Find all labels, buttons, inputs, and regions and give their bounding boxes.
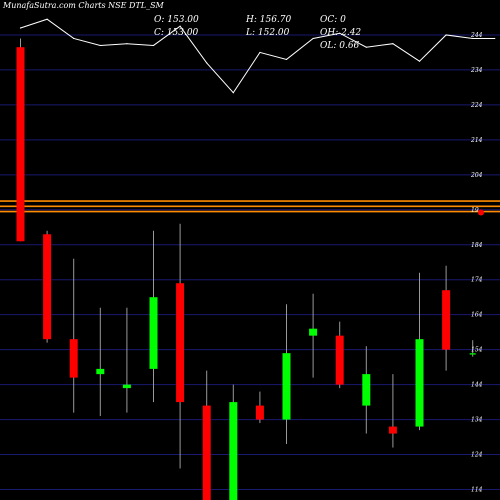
- overlay-line-point: [206, 62, 208, 64]
- candle: [415, 272, 424, 431]
- candle-body: [122, 384, 131, 389]
- y-tick-label: 164: [471, 312, 483, 319]
- y-tick-label: 134: [471, 417, 483, 424]
- candle-body: [43, 234, 52, 340]
- overlay-line-point: [418, 60, 421, 62]
- candle-layer: [16, 38, 476, 500]
- grid-layer: [0, 34, 500, 491]
- overlay-line-point: [232, 92, 234, 94]
- overlay-line-point: [392, 43, 394, 45]
- overlay-line-point: [365, 46, 367, 48]
- candle: [43, 230, 52, 343]
- ohlc-low: L: 152.00: [246, 28, 290, 38]
- y-tick-label: 214: [470, 137, 483, 144]
- overlay-line-point: [99, 44, 101, 47]
- candle: [309, 293, 318, 378]
- candle-body: [69, 339, 78, 378]
- y-tick-label: 174: [471, 277, 483, 284]
- ohlc-high: H: 156.70: [246, 15, 292, 25]
- candle-body: [469, 353, 476, 355]
- y-tick-label: 144: [471, 382, 483, 389]
- overlay-line-point: [445, 34, 447, 36]
- candle: [335, 321, 344, 389]
- ohlc-open-high: OH: 2.42: [320, 28, 362, 38]
- overlay-line-point: [339, 32, 341, 34]
- y-tick-label: 234: [470, 67, 483, 74]
- candle: [469, 340, 476, 357]
- chart-watermark: MunafaSutra.com Charts NSE DTL_SM: [3, 1, 164, 10]
- candle: [442, 265, 451, 371]
- ohlc-open-low: OL: 0.66: [320, 41, 360, 51]
- candle-body: [362, 374, 371, 406]
- overlay-line-point: [73, 37, 75, 40]
- candle-body: [96, 368, 105, 375]
- candle: [255, 391, 264, 424]
- candle: [69, 258, 78, 413]
- overlay-line-point: [46, 18, 48, 20]
- y-tick-label: 124: [471, 452, 483, 459]
- overlay-line-point: [494, 37, 496, 40]
- y-tick-label: 204: [470, 172, 483, 179]
- candle-body: [442, 290, 451, 350]
- candle: [282, 304, 291, 445]
- candle: [362, 346, 371, 434]
- overlay-line-point: [126, 43, 128, 45]
- candle-body: [255, 405, 264, 420]
- candle-body: [202, 405, 211, 500]
- ohlc-open-close: OC: 0: [320, 15, 346, 25]
- overlay-line-point: [259, 51, 261, 54]
- candle: [96, 307, 105, 417]
- y-tick-label: 154: [471, 347, 483, 354]
- candle: [122, 307, 131, 413]
- overlay-line-point: [179, 25, 181, 27]
- candle-body: [415, 339, 424, 427]
- candle-body: [309, 328, 318, 336]
- candle: [176, 223, 185, 469]
- y-tick-label: 19: [471, 207, 479, 214]
- candle: [202, 370, 211, 500]
- overlay-line-point: [19, 27, 22, 29]
- level-layer: [0, 200, 500, 216]
- price-marker: [478, 209, 484, 216]
- candle: [388, 374, 397, 448]
- line-layer: [19, 18, 496, 94]
- candle-body: [335, 335, 344, 385]
- overlay-line-point: [285, 58, 288, 61]
- candle: [229, 384, 238, 500]
- candle: [149, 230, 158, 403]
- overlay-line-point: [472, 37, 474, 40]
- ohlc-open: O: 153.00: [154, 15, 199, 25]
- overlay-line-point: [152, 44, 155, 47]
- candle-body: [229, 402, 238, 500]
- candle-body: [388, 426, 397, 434]
- candle-body: [149, 297, 158, 369]
- y-tick-label: 114: [471, 487, 483, 494]
- y-tick-label: 184: [471, 242, 483, 249]
- candle-body: [176, 283, 185, 403]
- y-tick-label: 244: [470, 32, 483, 39]
- tick-layer: 244 234 224 214 204 19 184 174 164 154 144 134 124 11…: [470, 32, 483, 494]
- overlay-line-point: [312, 37, 314, 40]
- candle-body: [282, 353, 291, 420]
- candle-body: [16, 47, 25, 242]
- ohlc-close: C: 153.00: [154, 28, 199, 38]
- candle: [16, 38, 25, 242]
- y-tick-label: 224: [470, 102, 483, 109]
